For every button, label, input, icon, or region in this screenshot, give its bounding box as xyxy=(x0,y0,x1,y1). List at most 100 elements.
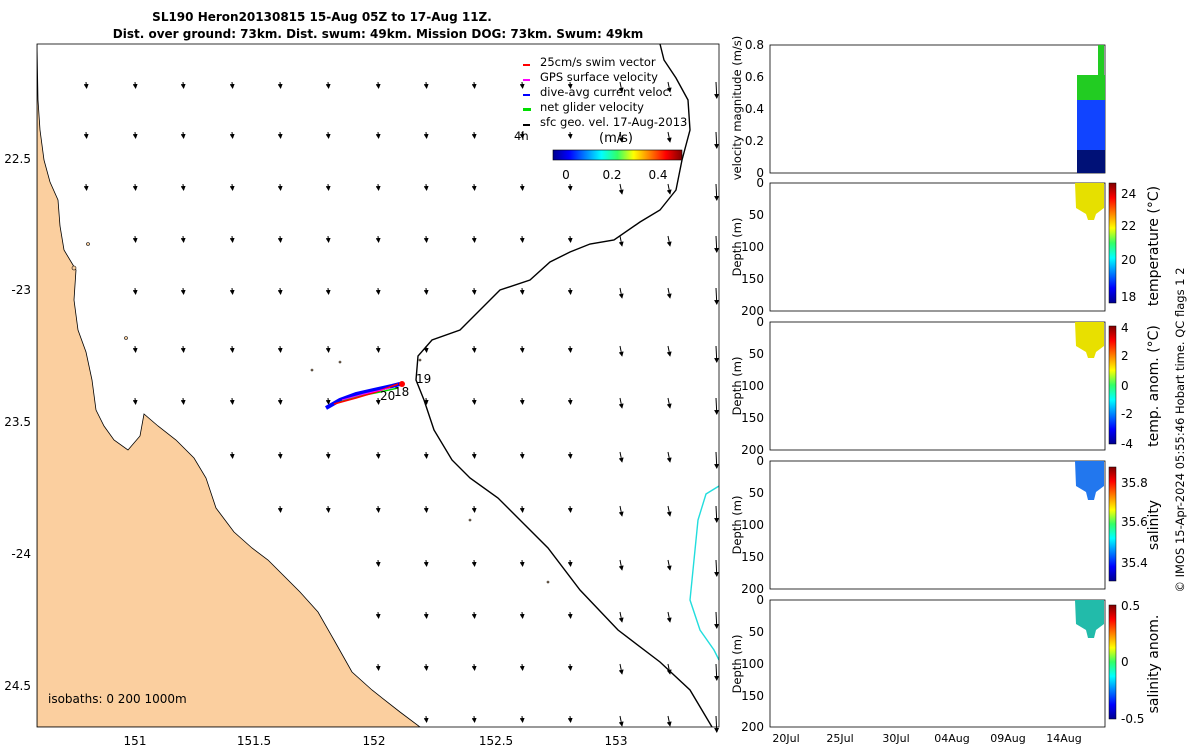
time-x-tick: 09Aug xyxy=(990,732,1025,745)
time-x-tick: 20Jul xyxy=(772,732,799,745)
temperature-cbar-label: temperature (°C) xyxy=(1146,186,1162,306)
salinity-colorbar xyxy=(1108,466,1117,582)
geo-velocity-arrow xyxy=(666,235,672,247)
geo-velocity-arrow xyxy=(325,287,331,295)
geo-velocity-arrow xyxy=(714,183,720,201)
geo-velocity-arrow xyxy=(666,345,672,357)
salinity-y-tick: 0 xyxy=(756,454,764,468)
geo-velocity-arrow xyxy=(666,715,672,727)
geo-velocity-arrow xyxy=(229,81,235,89)
geo-velocity-arrow xyxy=(277,287,283,295)
velocity-bars xyxy=(1077,45,1105,173)
geo-velocity-arrow xyxy=(519,183,525,191)
geo-velocity-arrow xyxy=(567,183,573,191)
geo-velocity-arrow xyxy=(519,505,525,513)
geo-velocity-arrow xyxy=(375,345,381,353)
geo-velocity-arrow xyxy=(519,235,525,243)
geo-velocity-arrow xyxy=(519,559,525,567)
speed-colorbar-gradient xyxy=(552,149,683,161)
geo-velocity-arrow xyxy=(666,505,672,517)
geo-velocity-arrow xyxy=(714,131,720,149)
geo-velocity-arrow xyxy=(325,183,331,191)
salinity-anomaly-y-label: Depth (m) xyxy=(730,635,744,694)
geo-velocity-arrow xyxy=(471,235,477,243)
geo-velocity-arrow xyxy=(423,287,429,295)
geo-velocity-arrow xyxy=(277,397,283,405)
geo-velocity-arrow xyxy=(423,183,429,191)
legend-label-swim: 25cm/s swim vector xyxy=(540,55,656,69)
salinity-anomaly-profile xyxy=(1075,600,1104,638)
geo-velocity-arrow xyxy=(180,287,186,295)
temperature-y-tick: 50 xyxy=(749,208,764,222)
map-y-tick: -23 xyxy=(11,283,31,297)
geo-velocity-arrow xyxy=(567,663,573,671)
figure-title-line2: Dist. over ground: 73km. Dist. swum: 49k… xyxy=(113,27,643,41)
geo-velocity-arrow xyxy=(229,397,235,405)
geo-velocity-arrow xyxy=(423,451,429,459)
land-mass xyxy=(37,44,421,727)
geo-velocity-arrow xyxy=(375,183,381,191)
map-x-tick: 152 xyxy=(363,734,386,748)
map-legend: 25cm/s swim vector GPS surface velocity … xyxy=(514,55,687,143)
geo-velocity-arrow xyxy=(471,81,477,89)
temp-anomaly-y-label: Depth (m) xyxy=(730,357,744,416)
temp-anomaly-colorbar xyxy=(1108,325,1117,445)
geo-velocity-arrow xyxy=(666,183,672,195)
geo-velocity-arrow xyxy=(519,451,525,459)
temp-anomaly-y-tick: 0 xyxy=(756,315,764,329)
speed-colorbar-tick: 0.2 xyxy=(602,168,621,182)
geo-velocity-arrow xyxy=(423,345,429,353)
velocity-y-tick: 0.6 xyxy=(745,70,764,84)
map-y-tick: 24.5 xyxy=(4,679,31,693)
temperature-cbar-tick: 18 xyxy=(1121,290,1136,304)
geo-velocity-arrow xyxy=(714,345,720,363)
temp-anomaly-y-tick: 50 xyxy=(749,347,764,361)
map-y-tick: 22.5 xyxy=(4,152,31,166)
time-x-tick: 04Aug xyxy=(934,732,969,745)
geo-velocity-arrow xyxy=(375,235,381,243)
geo-velocity-arrow xyxy=(567,715,573,723)
velocity-y-tick: 0.8 xyxy=(745,38,764,52)
geo-velocity-arrow xyxy=(714,715,720,733)
geo-velocity-arrow xyxy=(618,345,624,357)
velocity-y-label: velocity magnitude (m/s) xyxy=(730,36,744,181)
salinity-cbar-label: salinity xyxy=(1146,500,1162,550)
geo-velocity-arrow xyxy=(180,81,186,89)
salinity-y-tick: 200 xyxy=(741,582,764,596)
geo-velocity-arrow xyxy=(132,183,138,191)
salinity-y-tick: 100 xyxy=(741,518,764,532)
time-x-tick: 25Jul xyxy=(826,732,853,745)
legend-swatch-swim xyxy=(523,64,530,66)
temperature-cbar-tick: 24 xyxy=(1121,187,1136,201)
geo-velocity-arrow xyxy=(519,345,525,353)
geo-velocity-arrow xyxy=(471,663,477,671)
geo-velocity-arrow xyxy=(132,345,138,353)
temp-anomaly-cbar-tick: -2 xyxy=(1121,407,1133,421)
geo-velocity-arrows xyxy=(83,81,720,733)
geo-velocity-arrow xyxy=(132,287,138,295)
salinity-profile xyxy=(1075,461,1104,500)
geo-velocity-arrow xyxy=(180,235,186,243)
geo-velocity-arrow xyxy=(618,505,624,517)
geo-velocity-arrow xyxy=(666,451,672,463)
geo-velocity-arrow xyxy=(423,235,429,243)
temp-anomaly-cbar-tick: 0 xyxy=(1121,379,1129,393)
geo-velocity-arrow xyxy=(277,451,283,459)
geo-velocity-arrow xyxy=(132,235,138,243)
track-swim-vector xyxy=(333,383,399,405)
geo-velocity-arrow xyxy=(567,451,573,459)
legend-swatch-geo xyxy=(523,124,530,126)
islands xyxy=(71,242,550,584)
geo-velocity-arrow xyxy=(423,131,429,139)
geo-velocity-arrow xyxy=(132,397,138,405)
geo-velocity-arrow xyxy=(714,287,720,305)
geo-velocity-arrow xyxy=(471,505,477,513)
legend-label-gps: GPS surface velocity xyxy=(540,70,658,84)
map-x-tick: 152.5 xyxy=(479,734,513,748)
geo-velocity-arrow xyxy=(325,345,331,353)
geo-velocity-arrow xyxy=(519,131,525,139)
track-label-18: 18 xyxy=(394,385,409,399)
geo-velocity-arrow xyxy=(325,81,331,89)
geo-velocity-arrow xyxy=(666,663,672,675)
